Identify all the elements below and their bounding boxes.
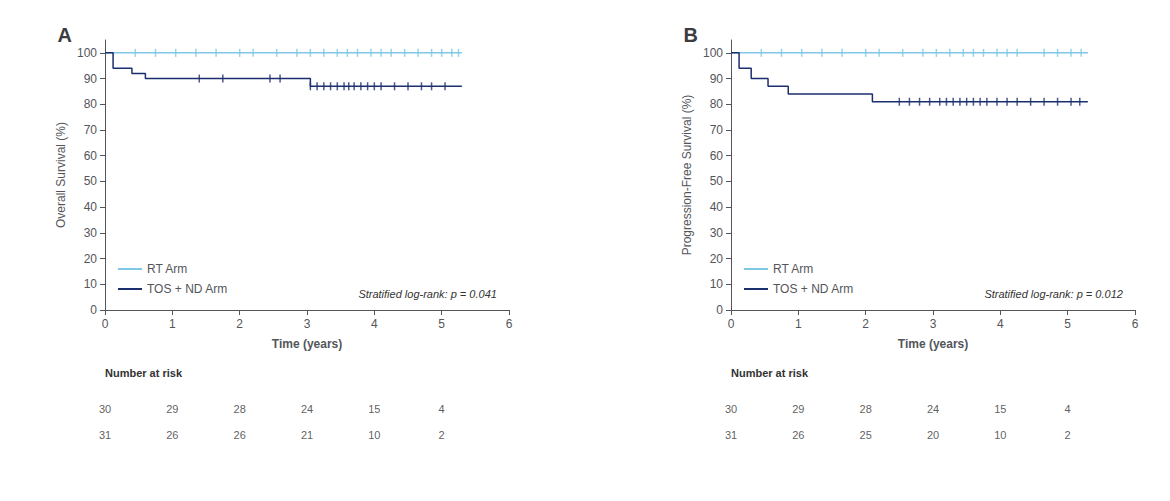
svg-text:30: 30	[710, 226, 724, 240]
svg-text:20: 20	[84, 252, 98, 266]
svg-text:6: 6	[506, 317, 513, 331]
svg-text:Time (years): Time (years)	[898, 337, 968, 351]
svg-text:60: 60	[710, 149, 724, 163]
svg-text:90: 90	[84, 72, 98, 86]
svg-text:4: 4	[371, 317, 378, 331]
svg-text:10: 10	[994, 429, 1006, 441]
svg-text:Progression-Free Survival (%): Progression-Free Survival (%)	[680, 95, 694, 256]
svg-text:40: 40	[84, 200, 98, 214]
svg-text:80: 80	[84, 97, 98, 111]
svg-text:A: A	[57, 24, 71, 46]
svg-text:5: 5	[1064, 317, 1071, 331]
svg-text:RT Arm: RT Arm	[773, 262, 813, 276]
svg-text:1: 1	[795, 317, 802, 331]
svg-text:24: 24	[301, 403, 313, 415]
svg-text:100: 100	[703, 46, 723, 60]
svg-text:2: 2	[862, 317, 869, 331]
svg-text:70: 70	[710, 123, 724, 137]
svg-text:40: 40	[710, 200, 724, 214]
svg-text:6: 6	[1132, 317, 1139, 331]
svg-text:29: 29	[792, 403, 804, 415]
svg-text:2: 2	[236, 317, 243, 331]
svg-text:20: 20	[710, 252, 724, 266]
svg-text:Stratified log-rank: p = 0.041: Stratified log-rank: p = 0.041	[358, 288, 497, 300]
svg-text:70: 70	[84, 123, 98, 137]
svg-text:80: 80	[710, 97, 724, 111]
svg-text:31: 31	[99, 429, 111, 441]
svg-text:10: 10	[710, 277, 724, 291]
svg-text:100: 100	[77, 46, 97, 60]
svg-text:24: 24	[927, 403, 939, 415]
svg-text:30: 30	[99, 403, 111, 415]
svg-text:0: 0	[716, 303, 723, 317]
svg-text:28: 28	[860, 403, 872, 415]
svg-text:20: 20	[927, 429, 939, 441]
svg-text:0: 0	[90, 303, 97, 317]
svg-text:B: B	[683, 24, 697, 46]
svg-text:0: 0	[728, 317, 735, 331]
svg-text:29: 29	[166, 403, 178, 415]
svg-text:2: 2	[1065, 429, 1071, 441]
svg-text:1: 1	[169, 317, 176, 331]
svg-text:21: 21	[301, 429, 313, 441]
svg-text:50: 50	[710, 174, 724, 188]
svg-text:2: 2	[439, 429, 445, 441]
svg-text:25: 25	[860, 429, 872, 441]
svg-text:Number at risk: Number at risk	[105, 367, 183, 379]
svg-text:30: 30	[84, 226, 98, 240]
svg-text:10: 10	[84, 277, 98, 291]
svg-text:Stratified log-rank: p = 0.012: Stratified log-rank: p = 0.012	[984, 288, 1123, 300]
svg-text:TOS + ND Arm: TOS + ND Arm	[773, 282, 853, 296]
svg-text:31: 31	[725, 429, 737, 441]
svg-text:RT Arm: RT Arm	[147, 262, 187, 276]
svg-text:4: 4	[439, 403, 445, 415]
svg-text:26: 26	[166, 429, 178, 441]
svg-text:30: 30	[725, 403, 737, 415]
svg-text:26: 26	[792, 429, 804, 441]
svg-text:15: 15	[368, 403, 380, 415]
svg-text:4: 4	[997, 317, 1004, 331]
svg-text:Number at risk: Number at risk	[731, 367, 809, 379]
svg-text:60: 60	[84, 149, 98, 163]
svg-text:90: 90	[710, 72, 724, 86]
svg-text:TOS + ND Arm: TOS + ND Arm	[147, 282, 227, 296]
svg-text:Overall Survival (%): Overall Survival (%)	[54, 122, 68, 228]
svg-text:4: 4	[1065, 403, 1071, 415]
svg-text:50: 50	[84, 174, 98, 188]
svg-text:28: 28	[234, 403, 246, 415]
svg-text:3: 3	[304, 317, 311, 331]
svg-text:10: 10	[368, 429, 380, 441]
svg-text:0: 0	[102, 317, 109, 331]
svg-text:Time (years): Time (years)	[272, 337, 342, 351]
svg-text:26: 26	[234, 429, 246, 441]
svg-text:5: 5	[438, 317, 445, 331]
svg-text:15: 15	[994, 403, 1006, 415]
svg-text:3: 3	[930, 317, 937, 331]
